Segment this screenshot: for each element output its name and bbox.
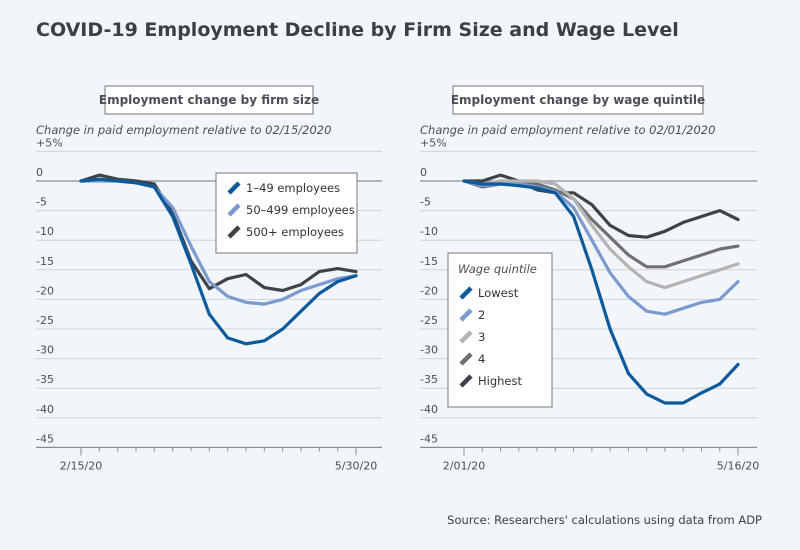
legend-label: 50–499 employees <box>246 203 355 217</box>
y-tick-label: -30 <box>36 344 54 357</box>
legend: 1–49 employees 50–499 employees 500+ emplo… <box>215 172 358 254</box>
legend-swatch <box>459 374 473 388</box>
panel-title: Employment change by firm size <box>99 93 319 107</box>
y-tick-label: -15 <box>36 255 54 268</box>
series-line-highest <box>462 173 740 239</box>
legend-swatch <box>227 203 241 217</box>
legend-swatch <box>459 330 473 344</box>
legend-swatch <box>459 286 473 300</box>
panel-title: Employment change by wage quintile <box>451 93 705 107</box>
y-tick-label: 0 <box>420 166 427 179</box>
legend-label: Lowest <box>478 286 519 300</box>
y-tick-label: -40 <box>420 403 438 416</box>
y-tick-label: -10 <box>420 225 438 238</box>
legend-label: 3 <box>478 330 485 344</box>
legend-swatch <box>459 352 473 366</box>
series-line-lowest <box>462 179 740 405</box>
chart-panel-2: Employment change by wage quintile Change… <box>420 85 759 472</box>
legend: Wage quintile Lowest 2 3 4 Highest <box>447 252 553 408</box>
legend-label: 4 <box>478 352 485 366</box>
series-line-1-49-employees <box>79 177 358 346</box>
legend-label: 1–49 employees <box>246 181 340 195</box>
series-line-500-employees <box>79 173 358 293</box>
y-tick-label: -45 <box>36 432 54 445</box>
y-tick-label: -35 <box>36 373 54 386</box>
y-tick-label: -20 <box>36 284 54 297</box>
y-tick-label: 0 <box>36 166 43 179</box>
y-tick-label: -35 <box>420 373 438 386</box>
legend-label: Highest <box>478 374 522 388</box>
legend-label: 2 <box>478 308 485 322</box>
y-tick-label: -5 <box>420 196 431 209</box>
y-tick-label: -5 <box>36 196 47 209</box>
y-tick-label: -10 <box>36 225 54 238</box>
y-tick-label: -20 <box>420 284 438 297</box>
x-tick-label: 5/30/20 <box>335 459 377 472</box>
chart-title: COVID-19 Employment Decline by Firm Size… <box>36 19 679 41</box>
panel-title-box <box>452 85 704 115</box>
y-tick-label: -30 <box>420 344 438 357</box>
legend-label: 500+ employees <box>246 225 344 239</box>
legend-box <box>215 172 358 254</box>
y-tick-label: -25 <box>36 314 54 327</box>
y-axis-label: Change in paid employment relative to 02… <box>36 123 331 137</box>
y-tick-label: -45 <box>420 432 438 445</box>
x-tick-label: 2/01/20 <box>443 459 485 472</box>
legend-swatch <box>459 308 473 322</box>
x-tick-label: 2/15/20 <box>60 459 102 472</box>
legend-title: Wage quintile <box>458 262 537 276</box>
series-line-3 <box>462 179 740 290</box>
chart-panel-1: Employment change by firm size Change in … <box>36 85 382 472</box>
legend-swatch <box>227 181 241 195</box>
x-tick-label: 5/16/20 <box>717 459 759 472</box>
y-tick-label: -25 <box>420 314 438 327</box>
panel-title-box <box>104 85 314 115</box>
y-tick-label: +5% <box>420 136 447 149</box>
y-tick-label: +5% <box>36 136 63 149</box>
legend-swatch <box>227 225 241 239</box>
y-tick-label: -15 <box>420 255 438 268</box>
y-tick-label: -40 <box>36 403 54 416</box>
source-note: Source: Researchers' calculations using … <box>447 513 762 527</box>
y-axis-label: Change in paid employment relative to 02… <box>420 123 715 137</box>
